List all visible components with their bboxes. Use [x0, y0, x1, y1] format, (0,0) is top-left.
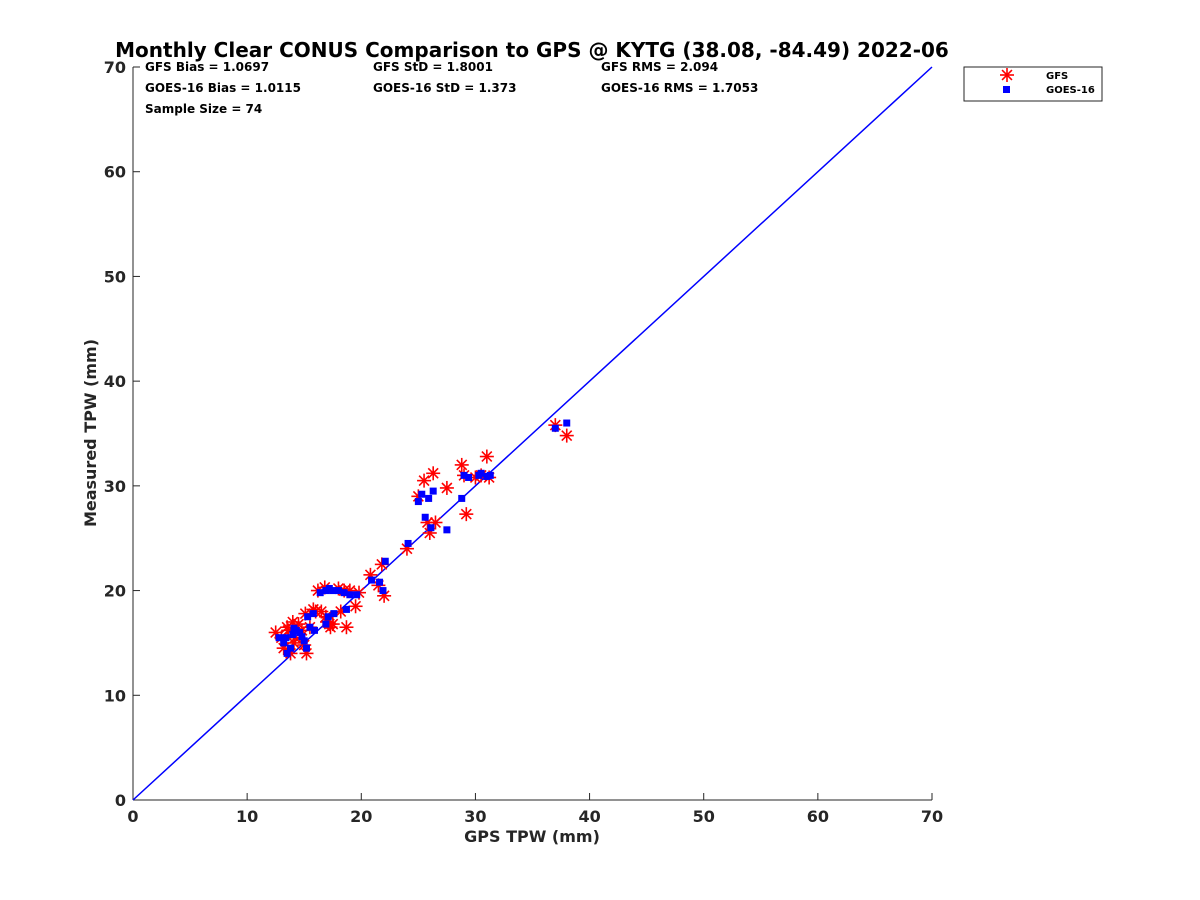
- goes-16-point: [304, 613, 312, 621]
- sample-size-text: Sample Size = 74: [145, 102, 262, 116]
- gfs-point: [479, 449, 494, 464]
- x-ticks: 0 10 20 30 40 50 60 70: [127, 793, 943, 826]
- goes-16-point: [368, 576, 376, 584]
- gfs-point: [559, 428, 574, 443]
- goes-16-point: [280, 639, 288, 647]
- goes-16-point: [465, 473, 473, 481]
- goes-16-point: [283, 649, 291, 657]
- legend: GFS GOES-16: [963, 66, 1103, 102]
- goes-16-point: [425, 494, 433, 502]
- goes-16-point: [477, 469, 485, 477]
- goes-16-point: [414, 498, 422, 506]
- x-tick-label: 40: [578, 807, 600, 826]
- gfs-bias-text: GFS Bias = 1.0697: [145, 60, 269, 74]
- goes-16-point: [418, 490, 426, 498]
- y-tick-label: 50: [104, 267, 126, 286]
- goes-16-point: [282, 634, 290, 642]
- y-axis-label: Measured TPW (mm): [81, 339, 100, 527]
- goes-16-point: [290, 624, 298, 632]
- gfs-point: [339, 620, 354, 635]
- y-tick-label: 30: [104, 477, 126, 496]
- goes-16-point: [427, 524, 435, 532]
- x-tick-label: 0: [127, 807, 138, 826]
- goes-16-point: [316, 589, 324, 597]
- goes-rms-text: GOES-16 RMS = 1.7053: [601, 81, 758, 95]
- goes-16-point: [381, 557, 389, 565]
- goes-16-point: [551, 424, 559, 432]
- legend-box: [963, 66, 1103, 102]
- goes-16-point: [342, 605, 350, 613]
- reference-line: [132, 66, 933, 801]
- goes-16-point: [310, 626, 318, 634]
- x-tick-label: 70: [921, 807, 943, 826]
- goes-16-point: [309, 610, 317, 618]
- goes-16-point: [300, 637, 308, 645]
- goes-16-point: [322, 620, 330, 628]
- legend-goes-16-marker: [1003, 86, 1010, 93]
- goes-16-point: [302, 644, 310, 652]
- goes-16-point: [563, 419, 571, 427]
- x-tick-label: 50: [693, 807, 715, 826]
- goes-bias-text: GOES-16 Bias = 1.0115: [145, 81, 301, 95]
- y-ticks: 0 10 20 30 40 50 60 70: [104, 58, 140, 810]
- legend-gfs-marker: [1000, 68, 1014, 82]
- y-tick-label: 60: [104, 163, 126, 182]
- goes-16-point: [330, 610, 338, 618]
- y-tick-label: 10: [104, 686, 126, 705]
- y-tick-label: 0: [115, 791, 126, 810]
- goes-16-point: [346, 591, 354, 599]
- goes-16-point: [275, 634, 283, 642]
- goes-16-point: [379, 587, 387, 595]
- goes-16-point: [353, 591, 361, 599]
- x-tick-label: 60: [807, 807, 829, 826]
- gfs-point: [426, 466, 441, 481]
- gfs-point: [417, 473, 432, 488]
- x-tick-label: 20: [350, 807, 372, 826]
- goes-16-point: [404, 539, 412, 547]
- gfs-asterisk-icon: [1000, 68, 1014, 82]
- goes-std-text: GOES-16 StD = 1.373: [373, 81, 516, 95]
- chart-title: Monthly Clear CONUS Comparison to GPS @ …: [115, 38, 949, 62]
- gfs-rms-text: GFS RMS = 2.094: [601, 60, 718, 74]
- goes-16-point: [324, 613, 332, 621]
- goes-16-point: [460, 471, 468, 479]
- goes-16-point: [289, 631, 297, 639]
- gfs-std-text: GFS StD = 1.8001: [373, 60, 493, 74]
- goes-16-point: [296, 628, 304, 636]
- goes-16-point: [298, 633, 306, 641]
- gfs-point: [459, 507, 474, 522]
- gfs-series: [268, 418, 574, 661]
- goes-16-point: [376, 578, 384, 586]
- x-tick-label: 30: [464, 807, 486, 826]
- goes-16-point: [443, 526, 451, 534]
- gfs-point: [454, 457, 469, 472]
- y-tick-label: 20: [104, 582, 126, 601]
- y-tick-label: 40: [104, 372, 126, 391]
- goes-16-series: [275, 419, 571, 657]
- gfs-point: [348, 599, 363, 614]
- x-tick-label: 10: [236, 807, 258, 826]
- goes-16-point: [458, 494, 466, 502]
- x-axis-label: GPS TPW (mm): [464, 827, 600, 846]
- goes-16-point: [421, 513, 429, 521]
- goes-16-point: [329, 587, 337, 595]
- y-tick-label: 70: [104, 58, 126, 77]
- legend-gfs-label: GFS: [1046, 71, 1068, 82]
- goes-16-point: [486, 471, 494, 479]
- gfs-point: [439, 480, 454, 495]
- legend-goes-16-label: GOES-16: [1046, 85, 1095, 96]
- goes-16-point: [429, 487, 437, 495]
- goes-16-point: [334, 587, 342, 595]
- goes-16-point: [340, 589, 348, 597]
- goes-16-point: [306, 623, 314, 631]
- goes-16-point: [287, 644, 295, 652]
